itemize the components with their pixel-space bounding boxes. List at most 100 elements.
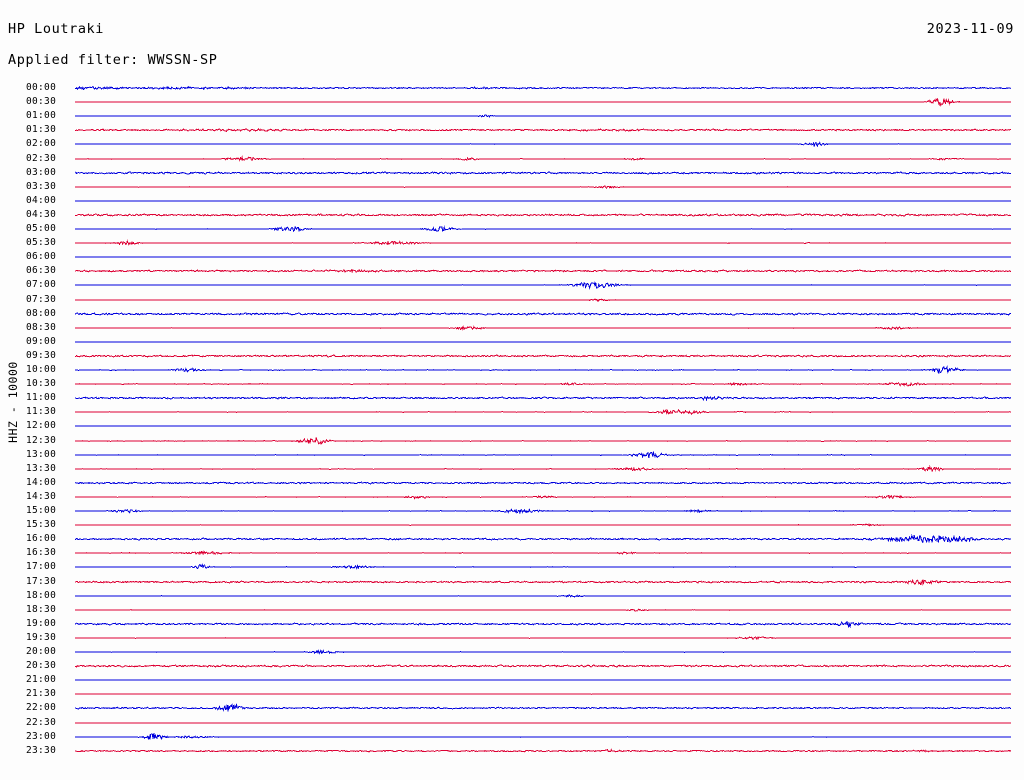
seismic-trace <box>74 307 1012 321</box>
trace-row: 23:00 <box>0 730 1024 744</box>
trace-plot-area: 00:00 00:30 01:00 01:30 02:00 02:30 03:00 03:30… <box>0 80 1024 780</box>
seismic-trace <box>74 603 1012 617</box>
trace-time-label: 17:00 <box>26 561 57 573</box>
trace-row: 14:30 <box>0 490 1024 504</box>
trace-row: 15:00 <box>0 504 1024 518</box>
trace-row: 03:30 <box>0 180 1024 194</box>
seismic-trace <box>74 405 1012 419</box>
trace-time-label: 04:00 <box>26 194 57 206</box>
trace-time-label: 09:00 <box>26 335 57 347</box>
trace-row: 13:30 <box>0 462 1024 476</box>
trace-time-label: 07:00 <box>26 279 57 291</box>
trace-row: 10:00 <box>0 363 1024 377</box>
trace-time-label: 17:30 <box>26 575 57 587</box>
trace-row: 11:30 <box>0 405 1024 419</box>
seismic-trace <box>74 504 1012 518</box>
seismic-trace <box>74 744 1012 758</box>
trace-row: 08:00 <box>0 307 1024 321</box>
trace-row: 22:00 <box>0 701 1024 715</box>
seismic-trace <box>74 448 1012 462</box>
trace-time-label: 01:30 <box>26 124 57 136</box>
trace-row: 10:30 <box>0 377 1024 391</box>
trace-row: 07:00 <box>0 278 1024 292</box>
trace-time-label: 23:00 <box>26 730 57 742</box>
trace-row: 04:00 <box>0 194 1024 208</box>
seismic-trace <box>74 109 1012 123</box>
trace-time-label: 08:30 <box>26 321 57 333</box>
trace-row: 14:00 <box>0 476 1024 490</box>
seismic-trace <box>74 546 1012 560</box>
seismic-trace <box>74 321 1012 335</box>
trace-time-label: 19:30 <box>26 631 57 643</box>
seismic-trace <box>74 701 1012 715</box>
trace-row: 12:00 <box>0 419 1024 433</box>
trace-time-label: 04:30 <box>26 208 57 220</box>
seismic-trace <box>74 490 1012 504</box>
trace-time-label: 02:30 <box>26 152 57 164</box>
trace-time-label: 12:30 <box>26 434 57 446</box>
trace-time-label: 09:30 <box>26 349 57 361</box>
seismic-trace <box>74 419 1012 433</box>
seismic-trace <box>74 293 1012 307</box>
trace-row: 09:00 <box>0 335 1024 349</box>
trace-time-label: 03:00 <box>26 166 57 178</box>
trace-row: 17:00 <box>0 560 1024 574</box>
trace-time-label: 11:30 <box>26 406 57 418</box>
seismic-trace <box>74 434 1012 448</box>
seismic-trace <box>74 462 1012 476</box>
trace-row: 16:30 <box>0 546 1024 560</box>
trace-time-label: 05:30 <box>26 237 57 249</box>
trace-row: 11:00 <box>0 391 1024 405</box>
trace-time-label: 21:30 <box>26 688 57 700</box>
trace-time-label: 20:30 <box>26 660 57 672</box>
trace-row: 18:30 <box>0 603 1024 617</box>
trace-time-label: 22:00 <box>26 702 57 714</box>
trace-row: 03:00 <box>0 166 1024 180</box>
trace-row: 01:00 <box>0 109 1024 123</box>
seismic-trace <box>74 560 1012 574</box>
seismic-trace <box>74 95 1012 109</box>
seismic-trace <box>74 166 1012 180</box>
trace-row: 13:00 <box>0 448 1024 462</box>
trace-time-label: 15:00 <box>26 505 57 516</box>
trace-time-label: 23:30 <box>26 744 57 756</box>
trace-row: 09:30 <box>0 349 1024 363</box>
page-title: HP Loutraki <box>8 21 105 37</box>
trace-row: 19:30 <box>0 631 1024 645</box>
seismic-trace <box>74 335 1012 349</box>
trace-row: 21:00 <box>0 673 1024 687</box>
trace-time-label: 19:00 <box>26 617 57 629</box>
trace-row: 15:30 <box>0 518 1024 532</box>
trace-time-label: 00:30 <box>26 96 57 108</box>
trace-row: 23:30 <box>0 744 1024 758</box>
seismic-trace <box>74 123 1012 137</box>
trace-time-label: 06:30 <box>26 265 57 277</box>
trace-time-label: 10:30 <box>26 378 57 390</box>
trace-time-label: 15:30 <box>26 519 57 531</box>
trace-row: 06:00 <box>0 250 1024 264</box>
seismic-trace <box>74 659 1012 673</box>
trace-time-label: 21:00 <box>26 674 57 686</box>
trace-time-label: 00:00 <box>26 82 57 93</box>
trace-time-label: 14:30 <box>26 490 57 502</box>
trace-time-label: 08:00 <box>26 307 57 319</box>
trace-time-label: 13:00 <box>26 448 57 460</box>
seismic-trace <box>74 264 1012 278</box>
trace-row: 22:30 <box>0 716 1024 730</box>
trace-time-label: 11:00 <box>26 392 57 404</box>
seismic-trace <box>74 617 1012 631</box>
trace-time-label: 14:00 <box>26 476 57 488</box>
trace-time-label: 16:00 <box>26 533 57 545</box>
trace-row: 21:30 <box>0 687 1024 701</box>
seismic-trace <box>75 687 1012 701</box>
trace-row: 20:00 <box>0 645 1024 659</box>
trace-row: 18:00 <box>0 589 1024 603</box>
seismic-trace <box>74 673 1012 687</box>
trace-row: 07:30 <box>0 293 1024 307</box>
trace-time-label: 10:00 <box>26 364 57 375</box>
trace-time-label: 18:00 <box>26 589 57 601</box>
trace-row: 20:30 <box>0 659 1024 673</box>
seismic-trace <box>74 180 1012 194</box>
trace-row: 17:30 <box>0 575 1024 589</box>
trace-row: 02:30 <box>0 152 1024 166</box>
